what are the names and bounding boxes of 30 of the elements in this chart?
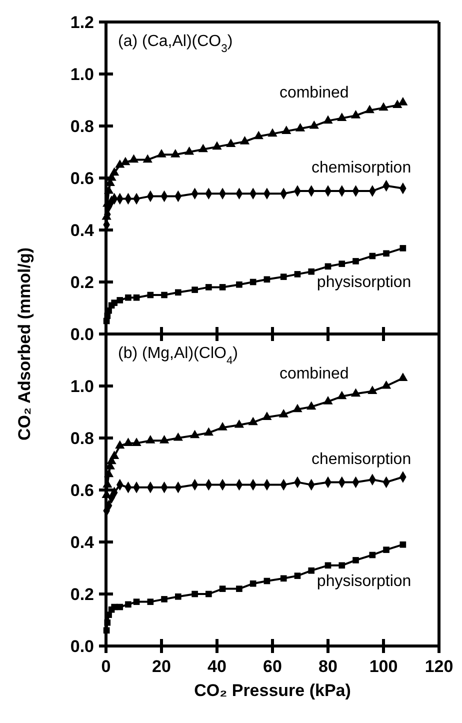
text: (b) (Mg,Al)(ClO$_{4}$) [118, 345, 238, 367]
y-tick-label: 0.0 [70, 324, 94, 344]
y-axis-title: CO₂ Adsorbed (mmol/g) [15, 248, 34, 440]
x-tick-label: 40 [208, 657, 226, 676]
x-tick-label: 100 [369, 657, 398, 676]
series-label: chemisorption [311, 450, 412, 468]
y-tick-label: 0.6 [70, 168, 94, 188]
series-label: chemisorption [311, 160, 412, 177]
series-label: combined [279, 365, 349, 382]
y-tick-label: 0.0 [70, 636, 94, 656]
y-tick-label: 0.8 [70, 116, 94, 136]
y-tick-label: 0.2 [70, 584, 94, 604]
series-label: physisorption [316, 274, 412, 291]
y-tick-label: 0.4 [70, 532, 95, 552]
x-axis-title: CO₂ Pressure (kPa) [194, 681, 351, 700]
x-tick-label: 80 [318, 657, 338, 676]
x-tick-label: 20 [152, 657, 171, 676]
y-tick-label: 1.0 [70, 376, 94, 396]
x-tick-label: 60 [263, 657, 282, 676]
series-label: combined [279, 84, 349, 102]
y-tick-label: 0.8 [70, 428, 94, 448]
series-label: physisorption [316, 572, 412, 590]
text: (a) (Ca,Al)(CO$_{3}$) [118, 33, 233, 55]
y-tick-label: 0.6 [70, 480, 94, 500]
y-tick-label: 1.2 [70, 12, 94, 32]
y-tick-label: 0.2 [70, 272, 94, 292]
x-tick-label: 120 [424, 657, 454, 676]
x-tick-label: 0 [101, 657, 111, 676]
y-tick-label: 1.0 [70, 64, 94, 84]
y-tick-label: 0.4 [70, 220, 95, 240]
